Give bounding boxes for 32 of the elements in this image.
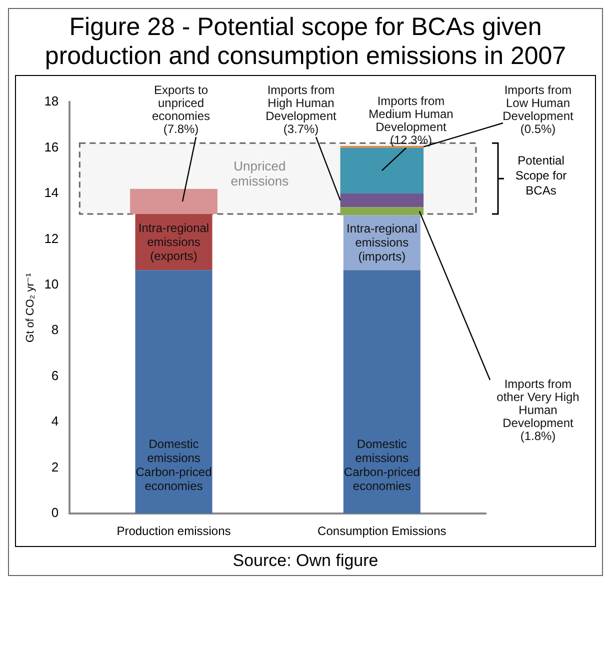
x-tick-label: Consumption Emissions bbox=[318, 524, 446, 538]
y-tick-label: 12 bbox=[44, 230, 59, 246]
series-label: Imports from Medium Human Development (12.3%) bbox=[368, 94, 454, 147]
y-tick-label: 8 bbox=[51, 322, 59, 338]
y-tick-label: 14 bbox=[44, 185, 59, 200]
bar bbox=[130, 188, 218, 214]
y-tick-label: 2 bbox=[51, 459, 59, 474]
text: Imports from High Human Development (3.7%) bbox=[266, 83, 338, 136]
y-tick-label: 16 bbox=[44, 139, 59, 154]
bar bbox=[343, 270, 420, 514]
y-tick-label: 10 bbox=[44, 276, 59, 292]
y-tick-label: 6 bbox=[51, 368, 59, 383]
text: Domestic emissions Carbon-priced economies bbox=[344, 436, 420, 493]
bar bbox=[340, 207, 424, 216]
source-note: Source: Own figure bbox=[232, 550, 380, 572]
text: Imports from other Very High Human Development (1.8%) bbox=[496, 377, 580, 443]
bar bbox=[135, 270, 212, 514]
chart-title: Figure 28 - Potential scope for BCAs given production and consumption emissions in 2007 bbox=[44, 12, 568, 72]
y-axis-title: Gt of CO₂ yr⁻¹ bbox=[24, 272, 37, 342]
text: Potential Scope for BCAs bbox=[515, 154, 567, 198]
y-tick-label: 18 bbox=[44, 94, 59, 109]
x-tick-label: Production emissions bbox=[116, 524, 231, 538]
series-label: Domestic emissions Carbon-priced economies bbox=[136, 436, 212, 493]
band-label: Unpriced emissions bbox=[230, 158, 290, 189]
y-tick-label: 4 bbox=[51, 414, 59, 429]
series-label: Intra-regional emissions (imports) bbox=[346, 222, 418, 264]
y-tick-label: 0 bbox=[51, 505, 59, 520]
bar bbox=[340, 148, 424, 194]
text: Exports to unpriced economies (7.8%) bbox=[152, 83, 210, 136]
series-label: Intra-regional emissions (exports) bbox=[138, 221, 210, 264]
text: Imports from Low Human Development (0.5%) bbox=[502, 83, 574, 136]
bar bbox=[340, 193, 424, 208]
